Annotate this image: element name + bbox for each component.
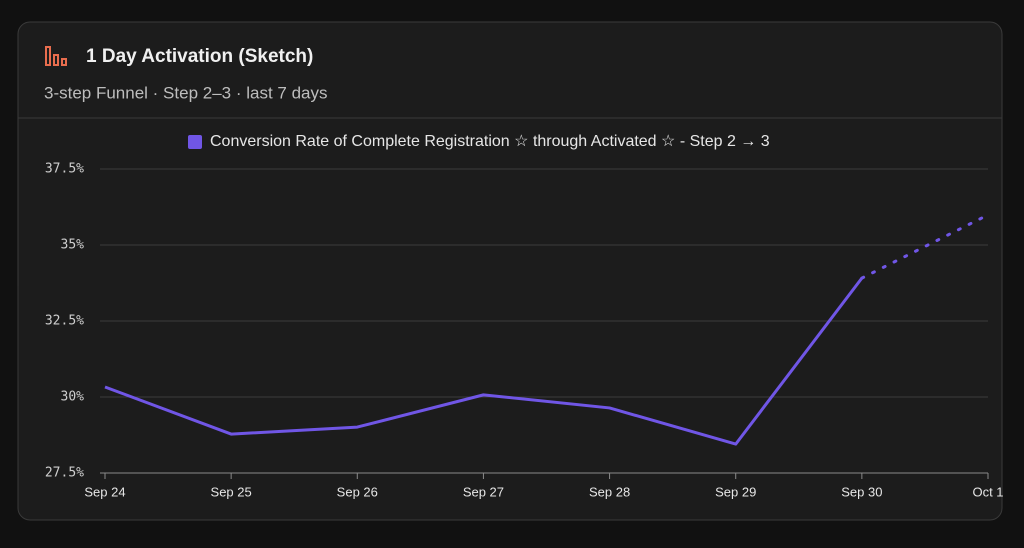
chart-subtitle: 3-step Funnel · Step 2–3 · last 7 days [44, 83, 328, 102]
x-tick-label: Sep 24 [84, 484, 125, 499]
x-tick-label: Sep 28 [589, 484, 630, 499]
x-tick-label: Sep 29 [715, 484, 756, 499]
x-tick-label: Sep 26 [337, 484, 378, 499]
y-tick-label: 32.5% [45, 314, 84, 329]
chart-title: 1 Day Activation (Sketch) [86, 46, 313, 67]
line [104, 277, 864, 446]
x-tick-label: Sep 25 [211, 484, 252, 499]
x-tick-label: Sep 27 [463, 484, 504, 499]
y-tick-label: 27.5% [45, 466, 84, 481]
y-tick-label: 37.5% [45, 162, 84, 177]
card [17, 21, 1003, 521]
chart-icon [45, 46, 67, 66]
x-tick-label: Oct 1 [972, 484, 1003, 499]
y-tick-label: 35% [61, 238, 85, 253]
legend-swatch [188, 135, 202, 149]
x-tick-label: Sep 30 [841, 484, 882, 499]
legend-label[interactable]: Conversion Rate of Complete Registration… [210, 133, 770, 150]
line-projection [860, 213, 990, 280]
y-tick-label: 30% [61, 390, 85, 405]
